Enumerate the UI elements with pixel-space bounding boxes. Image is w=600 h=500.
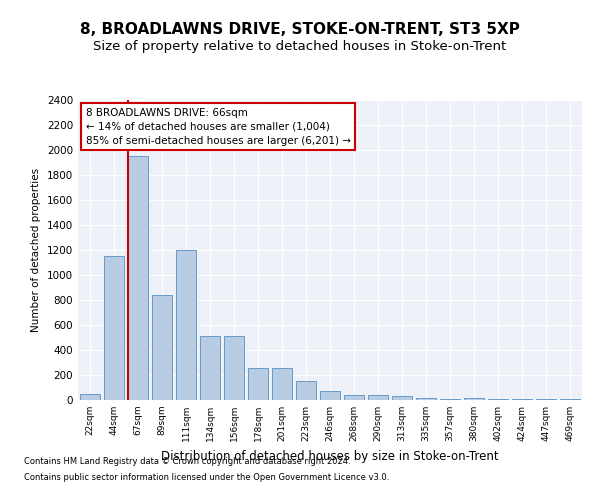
Bar	[176, 250, 196, 400]
Text: Size of property relative to detached houses in Stoke-on-Trent: Size of property relative to detached ho…	[94, 40, 506, 53]
Bar	[128, 156, 148, 400]
Text: 8, BROADLAWNS DRIVE, STOKE-ON-TRENT, ST3 5XP: 8, BROADLAWNS DRIVE, STOKE-ON-TRENT, ST3…	[80, 22, 520, 38]
Bar	[392, 396, 412, 400]
Bar	[296, 381, 316, 400]
Bar	[104, 256, 124, 400]
Bar	[440, 399, 460, 400]
Text: 8 BROADLAWNS DRIVE: 66sqm
← 14% of detached houses are smaller (1,004)
85% of se: 8 BROADLAWNS DRIVE: 66sqm ← 14% of detac…	[86, 108, 350, 146]
Bar	[344, 395, 364, 400]
Bar	[464, 398, 484, 400]
Bar	[152, 295, 172, 400]
Y-axis label: Number of detached properties: Number of detached properties	[31, 168, 41, 332]
Bar	[368, 395, 388, 400]
Bar	[200, 336, 220, 400]
Bar	[224, 336, 244, 400]
Bar	[248, 368, 268, 400]
Text: Contains public sector information licensed under the Open Government Licence v3: Contains public sector information licen…	[24, 473, 389, 482]
Bar	[272, 368, 292, 400]
Bar	[416, 398, 436, 400]
X-axis label: Distribution of detached houses by size in Stoke-on-Trent: Distribution of detached houses by size …	[161, 450, 499, 462]
Text: Contains HM Land Registry data © Crown copyright and database right 2024.: Contains HM Land Registry data © Crown c…	[24, 457, 350, 466]
Bar	[320, 391, 340, 400]
Bar	[80, 394, 100, 400]
